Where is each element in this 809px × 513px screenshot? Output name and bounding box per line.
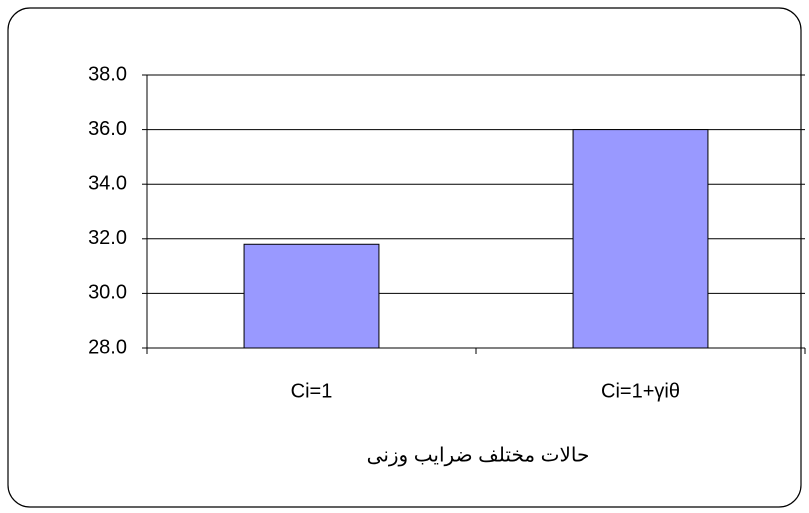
x-tick-label: Ci=1+γiθ xyxy=(601,380,680,402)
y-tick-label: 38.0 xyxy=(88,63,127,85)
y-tick-label: 36.0 xyxy=(88,118,127,140)
x-tick-label: Ci=1 xyxy=(291,380,333,402)
y-tick-label: 32.0 xyxy=(88,227,127,249)
y-tick-label: 30.0 xyxy=(88,282,127,304)
y-tick-label: 28.0 xyxy=(88,336,127,358)
bar xyxy=(572,129,709,349)
y-tick-label: 34.0 xyxy=(88,172,127,194)
x-axis-title: حالات مختلف ضرایب وزنی xyxy=(367,444,590,466)
bar xyxy=(243,243,380,349)
